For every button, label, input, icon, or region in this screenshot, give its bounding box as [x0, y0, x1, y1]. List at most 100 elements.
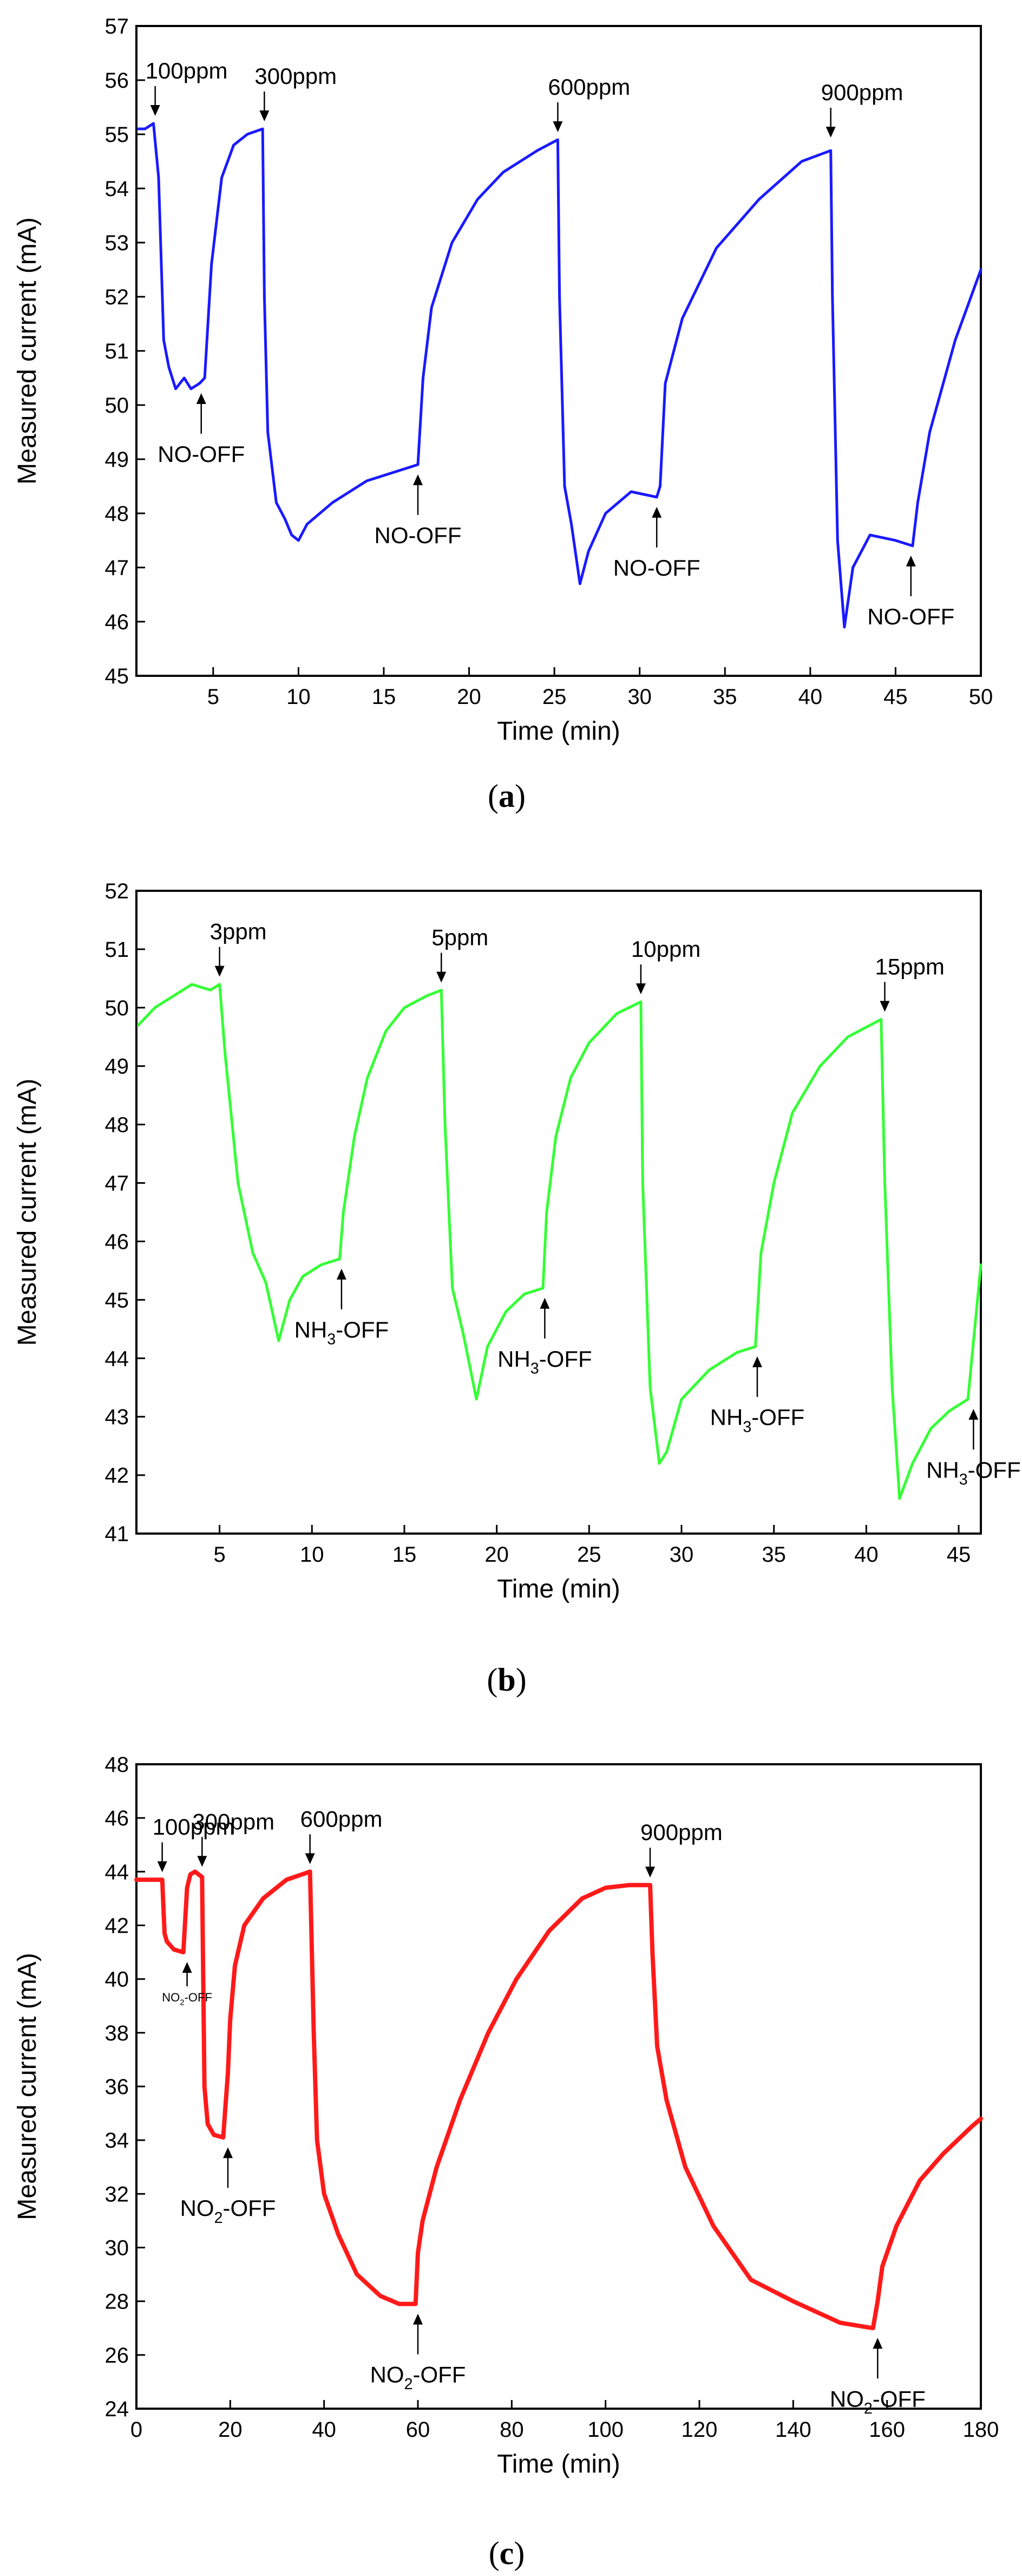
arrowhead-icon — [652, 507, 661, 518]
x-tick-label: 25 — [577, 1543, 601, 1567]
annotation-label: 900ppm — [821, 80, 903, 105]
x-tick-label: 0 — [130, 2418, 142, 2442]
x-tick-label: 5 — [213, 1543, 225, 1567]
annotation: NO-OFF — [375, 474, 462, 548]
x-tick-label: 15 — [392, 1543, 417, 1567]
arrowhead-icon — [150, 105, 160, 116]
arrowhead-icon — [413, 2314, 423, 2325]
plot-frame — [136, 891, 981, 1534]
annotation-label: NO-OFF — [867, 604, 954, 629]
x-tick-label: 30 — [627, 685, 652, 709]
annotation-label: 15ppm — [875, 954, 944, 979]
annotation: NO2-OFF — [830, 2338, 926, 2417]
y-tick-label: 46 — [105, 610, 129, 634]
panel-label-c: (c) — [489, 2535, 525, 2571]
annotation-label: 900ppm — [640, 1819, 723, 1845]
annotation-label: NH3-OFF — [926, 1457, 1021, 1489]
x-tick-label: 5 — [207, 685, 219, 709]
x-tick-label: 140 — [775, 2418, 811, 2442]
panel-label-b: (b) — [487, 1662, 526, 1698]
annotation: NO-OFF — [158, 393, 245, 467]
y-tick-label: 56 — [105, 69, 129, 93]
arrowhead-icon — [215, 966, 225, 977]
series-line-nh3 — [138, 984, 981, 1499]
annotation-label: 300ppm — [254, 63, 337, 89]
annotation-label: NH3-OFF — [497, 1346, 592, 1378]
x-tick-label: 25 — [542, 685, 567, 709]
x-tick-label: 100 — [587, 2418, 624, 2442]
x-tick-label: 10 — [286, 685, 311, 709]
annotation: NO2-OFF — [370, 2314, 466, 2394]
panel-label-a: (a) — [488, 778, 526, 814]
x-tick-label: 15 — [372, 685, 396, 709]
x-tick-label: 20 — [218, 2418, 243, 2442]
x-tick-label: 20 — [457, 685, 481, 709]
annotation: 900ppm — [640, 1819, 723, 1877]
arrowhead-icon — [436, 971, 446, 982]
arrowhead-icon — [197, 1856, 207, 1867]
arrowhead-icon — [553, 121, 562, 132]
arrowhead-icon — [873, 2338, 882, 2349]
annotation-label: 300ppm — [192, 1809, 274, 1834]
panel-a: 5 10 15 20 25 30 35 40 45 50 45 46 47 48 49 50 51 52 53 54 5… — [13, 15, 993, 746]
y-axis-title: Measured current (mA) — [13, 1079, 42, 1346]
plot-frame — [136, 1764, 981, 2409]
arrowhead-icon — [259, 110, 269, 121]
y-tick-label: 24 — [105, 2397, 129, 2421]
panel-letter-b: b — [497, 1662, 515, 1698]
arrowhead-icon — [645, 1867, 655, 1877]
annotation: 900ppm — [821, 80, 903, 138]
y-tick-label: 53 — [105, 231, 129, 255]
arrowhead-icon — [906, 556, 916, 566]
y-tick-label: 52 — [105, 879, 129, 903]
annotation-label: 5ppm — [431, 924, 488, 950]
x-axis-title: Time (min) — [497, 1575, 620, 1603]
x-tick-label: 180 — [963, 2418, 999, 2442]
x-tick-label: 40 — [854, 1543, 879, 1567]
y-tick-label: 30 — [105, 2236, 129, 2260]
annotation-label: NH3-OFF — [710, 1405, 805, 1436]
arrowhead-icon — [636, 983, 646, 994]
y-tick-label: 44 — [105, 1860, 129, 1884]
y-tick-label: 45 — [105, 1288, 129, 1312]
y-axis-title: Measured current (mA) — [13, 217, 42, 484]
y-tick-label: 50 — [105, 394, 129, 418]
annotation-label: 600ppm — [548, 74, 630, 100]
y-tick-label: 46 — [105, 1807, 129, 1830]
y-tick-label: 48 — [105, 502, 129, 526]
x-tick-label: 20 — [484, 1543, 509, 1567]
annotation-label: NO2-OFF — [370, 2362, 466, 2394]
x-axis-title: Time (min) — [497, 717, 620, 746]
x-tick-label: 120 — [682, 2418, 718, 2442]
annotation: 15ppm — [875, 954, 944, 1012]
annotation: NH3-OFF — [710, 1357, 805, 1436]
y-axis-title: Measured current (mA) — [13, 1953, 42, 2220]
arrowhead-icon — [968, 1409, 978, 1420]
x-tick-label: 35 — [713, 685, 737, 709]
annotation: 300ppm — [254, 63, 337, 121]
y-tick-label: 34 — [105, 2129, 129, 2153]
y-tick-label: 54 — [105, 177, 129, 201]
annotation-label: 100ppm — [146, 58, 228, 83]
arrowhead-icon — [305, 1853, 315, 1864]
annotation-label: NO-OFF — [375, 523, 462, 548]
panel-c: 0 20 40 60 80 100 120 140 160 1802426283032343638… — [13, 1753, 999, 2479]
annotation: 100ppm — [146, 58, 228, 116]
y-tick-label: 51 — [105, 938, 129, 962]
y-tick-label: 28 — [105, 2290, 129, 2314]
y-tick-label: 47 — [105, 556, 129, 580]
panel-letter-c: c — [500, 2535, 514, 2571]
annotation: 10ppm — [631, 936, 700, 994]
y-tick-label: 49 — [105, 448, 129, 472]
x-axis-title: Time (min) — [497, 2450, 620, 2479]
x-tick-label: 40 — [798, 685, 823, 709]
panel-b: 5 10 15 20 25 30 35 40 4541424344454647484950515… — [13, 879, 1021, 1603]
y-tick-label: 50 — [105, 996, 129, 1020]
arrowhead-icon — [196, 393, 206, 404]
y-tick-label: 46 — [105, 1230, 129, 1254]
arrowhead-icon — [337, 1269, 346, 1280]
y-tick-label: 41 — [105, 1522, 129, 1546]
annotation: NO-OFF — [613, 507, 700, 581]
x-tick-label: 40 — [312, 2418, 336, 2442]
y-tick-label: 44 — [105, 1347, 129, 1371]
